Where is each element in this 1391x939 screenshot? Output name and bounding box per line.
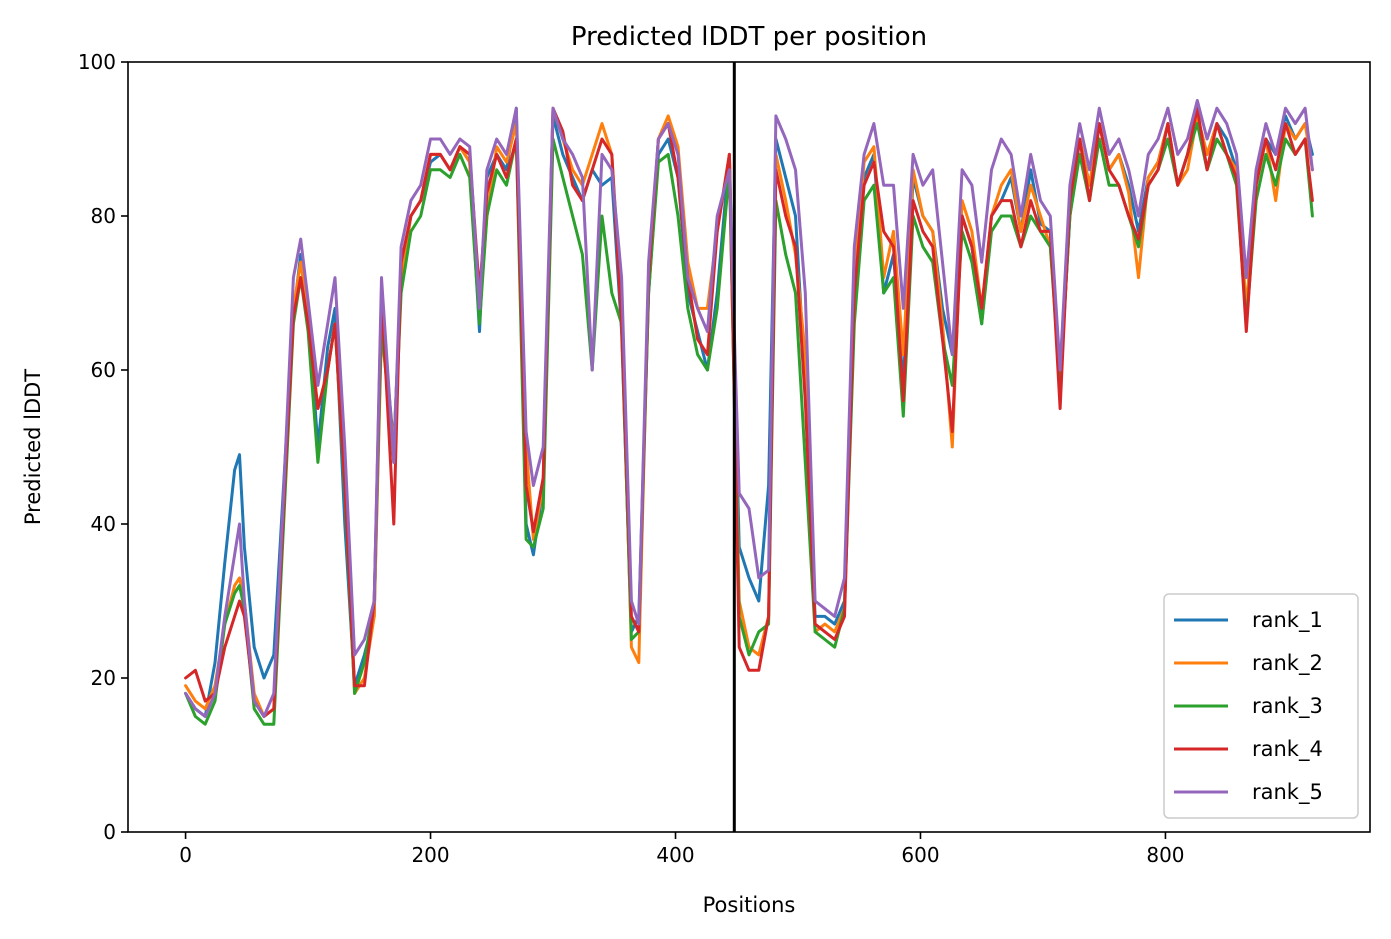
x-tick-label: 0 [179, 843, 192, 867]
legend-label-rank_3: rank_3 [1252, 694, 1323, 719]
x-tick-label: 400 [656, 843, 694, 867]
x-tick-label: 800 [1146, 843, 1184, 867]
legend-label-rank_2: rank_2 [1252, 651, 1323, 676]
plot-area [128, 62, 1370, 832]
legend: rank_1 rank_2 rank_3 rank_4 rank_5 [1163, 593, 1359, 819]
plot-frame [127, 61, 1371, 833]
legend-label-rank_5: rank_5 [1252, 780, 1323, 805]
legend-label-rank_1: rank_1 [1252, 608, 1323, 633]
x-axis-ticks: 0 200 400 600 800 [179, 832, 1185, 867]
x-tick-label: 600 [901, 843, 939, 867]
chart-title: Predicted lDDT per position [571, 22, 927, 52]
x-tick-label: 200 [411, 843, 449, 867]
series-line-rank_4 [184, 106, 1314, 718]
series-line-rank_5 [184, 99, 1314, 718]
y-tick-label: 80 [91, 204, 116, 228]
y-axis-ticks: 0 20 40 60 80 100 [78, 50, 128, 844]
y-tick-label: 100 [78, 50, 116, 74]
y-axis-label: Predicted lDDT [21, 369, 45, 525]
y-tick-label: 40 [91, 512, 116, 536]
x-axis-label: Positions [703, 893, 796, 917]
series-layer [184, 99, 1314, 726]
y-tick-label: 20 [91, 666, 116, 690]
legend-box [1163, 593, 1359, 819]
legend-label-rank_4: rank_4 [1252, 737, 1323, 762]
y-tick-label: 0 [103, 820, 116, 844]
y-tick-label: 60 [91, 358, 116, 382]
